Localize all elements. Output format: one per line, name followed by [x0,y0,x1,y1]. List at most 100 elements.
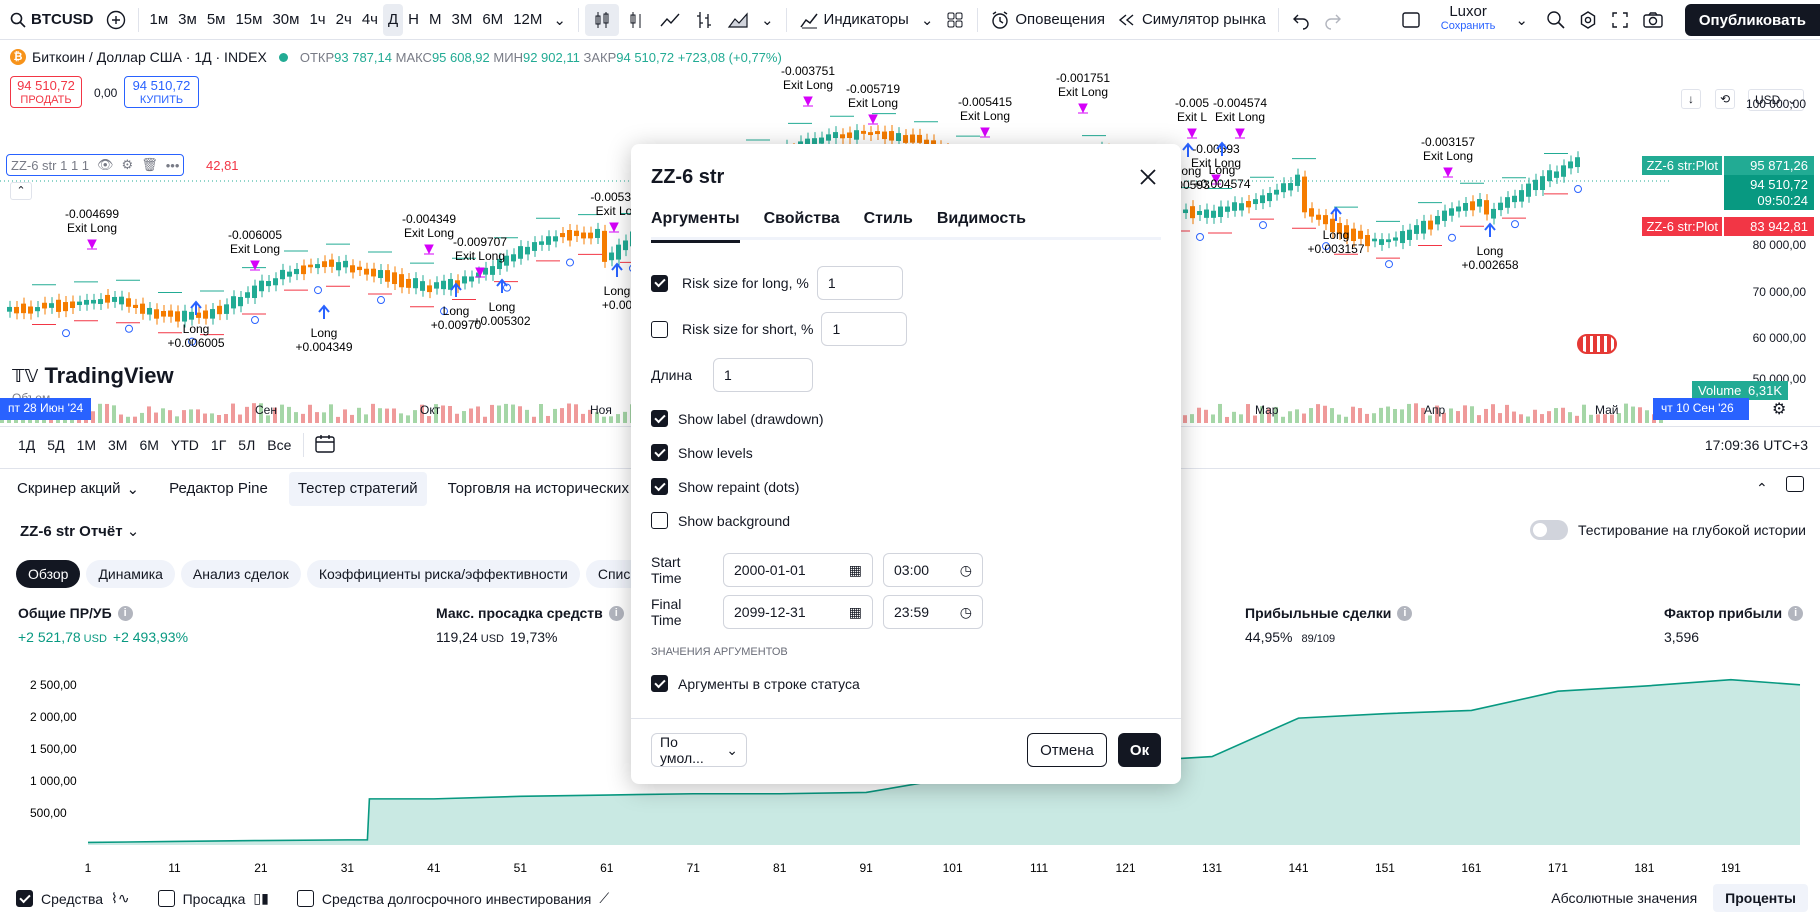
chart-settings-icon[interactable]: ⚙ [1772,401,1787,418]
final-date-input[interactable]: 2099-12-31 ▦ [723,595,873,629]
length-input[interactable]: 1 [713,358,813,392]
interval-4[interactable]: 30м [272,11,300,28]
interval-13[interactable]: 12М [513,11,543,28]
layouts-button[interactable] [939,4,971,36]
interval-7[interactable]: 4ч [361,11,378,28]
hlc-chart-type-button[interactable] [687,4,721,36]
bars-chart-type-button[interactable] [619,4,653,36]
risk-long-checkbox[interactable] [651,274,668,292]
report-subtab-0[interactable]: Обзор [16,560,81,588]
risk-short-input[interactable]: 1 [821,312,908,346]
eye-icon[interactable]: 👁 [97,157,114,172]
fullscreen-button[interactable] [1604,4,1636,36]
layout-toggle-button[interactable] [1395,4,1427,36]
quick-search-button[interactable] [1540,4,1572,36]
display-checkbox[interactable] [651,478,668,495]
panel-expand-button[interactable]: ⌃ [1756,480,1768,496]
interval-9[interactable]: Н [408,11,419,28]
report-subtab-3[interactable]: Коэффициенты риска/эффективности [306,560,580,588]
date-range-button[interactable] [310,434,340,457]
interval-2[interactable]: 5м [206,11,226,28]
collapse-legend-button[interactable]: ⌃ [10,182,32,200]
range-0[interactable]: 1Д [18,437,36,453]
snapshot-button[interactable] [1636,4,1670,36]
risk-short-checkbox[interactable] [651,320,668,338]
interval-12[interactable]: 6М [482,11,504,28]
deep-backtest-toggle[interactable]: Тестирование на глубокой истории [1529,520,1806,540]
auto-scale-button[interactable]: ⟲ [1715,89,1735,109]
layout-dropdown[interactable]: ⌄ [1509,4,1534,36]
clock-icon[interactable]: ◷ [959,561,972,578]
panel-tab-2[interactable]: Тестер стратегий [288,471,427,506]
info-icon[interactable]: i [608,605,624,621]
symbol-search[interactable]: BTCUSD [4,4,100,36]
display-checkbox[interactable] [651,512,668,529]
clock-time[interactable]: 17:09:36 UTC+3 [1704,437,1808,453]
interval-1[interactable]: 3м [178,11,197,28]
cancel-button[interactable]: Отмена [1027,733,1107,767]
settings-button[interactable] [1572,4,1604,36]
settings-icon[interactable]: ⚙ [121,157,134,172]
interval-5[interactable]: 1ч [309,11,326,28]
us-flag-icon[interactable] [1577,334,1617,354]
interval-8[interactable]: Д [382,3,404,36]
range-1[interactable]: 5Д [47,437,65,453]
display-checkbox[interactable] [651,444,668,461]
replay-button[interactable]: Симулятор рынка [1111,4,1272,36]
legend-buy-hold[interactable]: Средства долгосрочного инвестирования ⟋ [296,890,609,907]
info-icon[interactable]: i [1788,605,1804,621]
scroll-down-button[interactable]: ↓ [1681,89,1701,109]
final-time-input[interactable]: 23:59 ◷ [883,595,983,629]
info-icon[interactable]: i [117,605,133,621]
interval-3[interactable]: 15м [235,11,263,28]
candles-chart-type-button[interactable] [584,3,619,36]
interval-11[interactable]: 3М [451,11,473,28]
range-7[interactable]: 5Л [238,437,256,453]
interval-dropdown[interactable]: ⌄ [547,4,572,36]
range-8[interactable]: Все [267,437,292,453]
legend-drawdown[interactable]: Просадка ▯▮ [157,890,269,907]
interval-10[interactable]: М [429,11,442,28]
line-chart-type-button[interactable] [653,4,687,36]
alerts-button[interactable]: Оповещения [984,4,1111,36]
currency-select[interactable]: USD ⌄ [1748,89,1804,111]
panel-tab-3[interactable]: Торговля на исторических данных [439,472,694,506]
indicators-button[interactable]: Индикаторы [793,4,915,36]
range-6[interactable]: 1Г [210,437,227,453]
ok-button[interactable]: Ок [1118,733,1161,767]
display-checkbox[interactable] [651,410,668,427]
report-subtab-2[interactable]: Анализ сделок [180,560,301,588]
dialog-tab-1[interactable]: Свойства [763,210,840,227]
panel-tab-1[interactable]: Редактор Pine [160,472,277,506]
dialog-tab-0[interactable]: Аргументы [651,210,740,243]
chart-type-dropdown[interactable]: ⌄ [755,4,780,36]
range-5[interactable]: YTD [170,437,199,453]
equity-checkbox[interactable] [16,890,33,907]
undo-button[interactable] [1285,4,1317,36]
drawdown-checkbox[interactable] [157,890,175,907]
risk-long-input[interactable]: 1 [816,266,903,300]
legend-equity[interactable]: Средства ⌇∿ [16,890,130,907]
calendar-icon[interactable]: ▦ [848,561,862,578]
range-4[interactable]: 6М [139,437,159,453]
info-icon[interactable]: i [1397,605,1413,621]
percent-button[interactable]: Проценты [1713,884,1808,912]
buy-hold-checkbox[interactable] [296,890,314,907]
indicator-legend-row[interactable]: ZZ-6 str 1 1 1 👁 ⚙ 🗑 ••• [6,154,185,176]
range-2[interactable]: 1М [76,437,97,453]
report-subtab-1[interactable]: Динамика [86,560,175,588]
deep-backtest-switch[interactable] [1529,520,1568,540]
symbol-title[interactable]: Биткоин / Доллар США · 1Д · INDEX [32,49,267,65]
dialog-tab-2[interactable]: Стиль [863,210,913,227]
interval-0[interactable]: 1м [149,11,169,28]
layout-name-button[interactable]: Luxor Сохранить [1427,4,1510,36]
absolute-values-button[interactable]: Абсолютные значения [1551,890,1698,906]
indicators-dropdown[interactable]: ⌄ [915,4,940,36]
close-icon[interactable] [1137,166,1159,188]
range-3[interactable]: 3М [108,437,128,453]
clock-icon[interactable]: ◷ [959,603,972,620]
status-line-checkbox[interactable] [651,675,668,692]
sell-button[interactable]: 94 510,72 ПРОДАТЬ [10,76,82,108]
panel-maximize-button[interactable] [1786,476,1804,492]
